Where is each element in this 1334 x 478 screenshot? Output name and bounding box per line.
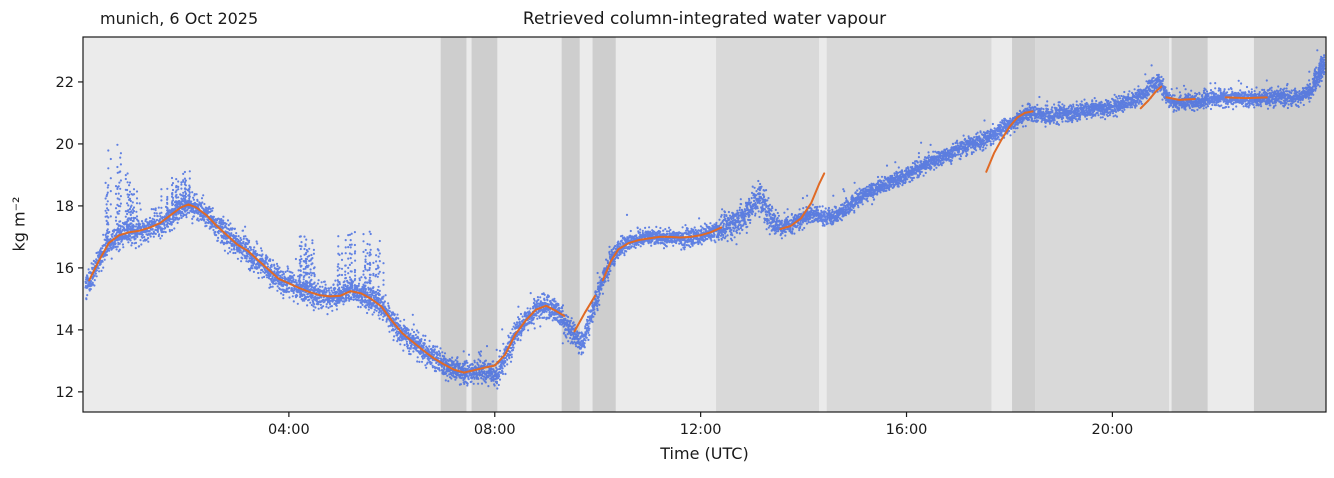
quality-flag-band: [826, 37, 992, 412]
y-axis-label: kg m⁻²: [9, 196, 29, 252]
quality-flag-band: [1171, 37, 1208, 412]
quality-flag-band: [440, 37, 467, 412]
x-axis-label: Time (UTC): [660, 444, 749, 463]
quality-flag-band: [471, 37, 498, 412]
smoothed-line: [88, 85, 1268, 374]
y-tick-label: 22: [56, 75, 74, 91]
x-tick-label: 20:00: [1092, 422, 1134, 438]
x-tick-label: 16:00: [886, 422, 928, 438]
y-tick-label: 12: [56, 385, 74, 401]
y-tick-label: 16: [56, 261, 74, 277]
quality-flag-band: [1035, 37, 1170, 412]
y-tick-label: 20: [56, 137, 74, 153]
x-tick-label: 08:00: [474, 422, 516, 438]
quality-flag-band: [1012, 37, 1036, 412]
axes-frame: [82, 36, 1327, 413]
y-tick-label: 14: [56, 323, 74, 339]
quality-flag-band: [592, 37, 616, 412]
y-tick-label: 18: [56, 199, 74, 215]
quality-flag-band: [561, 37, 580, 412]
chart-title: Retrieved column-integrated water vapour: [522, 9, 887, 29]
x-tick-label: 04:00: [268, 422, 310, 438]
x-tick-label: 12:00: [680, 422, 722, 438]
station-date-annotation: munich, 6 Oct 2025: [100, 9, 259, 28]
